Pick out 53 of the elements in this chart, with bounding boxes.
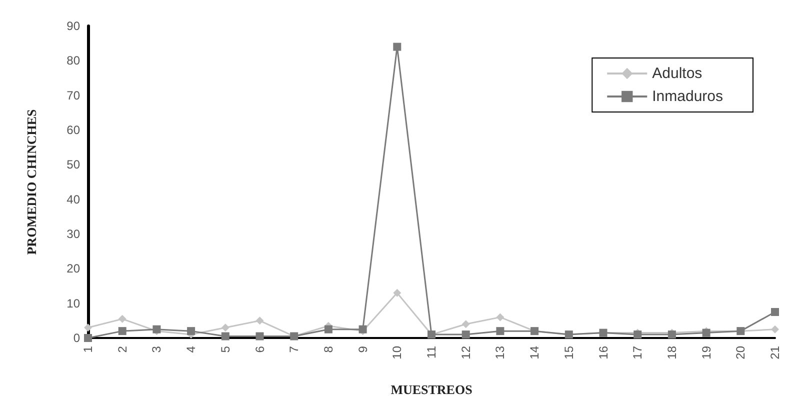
y-tick-label: 10 bbox=[66, 296, 80, 310]
point bbox=[118, 327, 126, 336]
x-tick-label: 17 bbox=[630, 346, 645, 360]
y-tick-label: 70 bbox=[66, 88, 80, 102]
point bbox=[462, 320, 470, 328]
point bbox=[84, 334, 92, 342]
y-tick-label: 60 bbox=[66, 123, 80, 137]
x-axis-title: MUESTREOS bbox=[390, 382, 472, 397]
point bbox=[221, 324, 230, 332]
x-tick-label: 15 bbox=[562, 346, 576, 360]
x-tick-label: 21 bbox=[768, 346, 782, 360]
x-tick-label: 19 bbox=[699, 346, 714, 360]
x-tick-label: 6 bbox=[252, 346, 267, 353]
x-tick-label: 8 bbox=[321, 346, 336, 353]
point bbox=[393, 42, 402, 51]
y-axis-title: PROMEDIO CHINCHES bbox=[24, 109, 39, 255]
point bbox=[496, 327, 504, 336]
point bbox=[221, 332, 230, 340]
legend-label: Adultos bbox=[652, 65, 702, 82]
point bbox=[256, 316, 264, 325]
x-tick-label: 1 bbox=[81, 346, 95, 353]
legend-label: Inmaduros bbox=[652, 88, 724, 105]
point bbox=[771, 325, 779, 334]
point bbox=[324, 325, 332, 334]
x-tick-label: 10 bbox=[390, 346, 404, 360]
x-tick-label: 20 bbox=[734, 346, 748, 360]
point bbox=[256, 332, 264, 340]
y-tick-label: 30 bbox=[66, 227, 80, 241]
x-tick-label: 16 bbox=[596, 346, 610, 360]
point bbox=[771, 308, 779, 316]
point bbox=[393, 288, 402, 297]
point bbox=[496, 313, 504, 322]
x-tick-label: 3 bbox=[150, 346, 164, 353]
point bbox=[462, 330, 470, 339]
x-tick-label: 12 bbox=[458, 346, 473, 360]
x-tick-label: 4 bbox=[184, 346, 198, 353]
x-tick-label: 18 bbox=[664, 346, 679, 360]
y-tick-label: 80 bbox=[66, 54, 80, 68]
point bbox=[84, 324, 92, 332]
y-tick-label: 50 bbox=[66, 158, 80, 172]
point bbox=[118, 314, 126, 323]
y-tick-label: 0 bbox=[73, 331, 80, 345]
x-tick-label: 14 bbox=[528, 346, 542, 360]
x-tick-label: 13 bbox=[493, 346, 508, 360]
x-tick-label: 2 bbox=[115, 346, 130, 353]
x-tick-label: 7 bbox=[287, 346, 302, 353]
x-tick-label: 11 bbox=[424, 346, 438, 358]
x-tick-label: 9 bbox=[356, 346, 370, 353]
y-tick-label: 40 bbox=[66, 192, 80, 206]
point bbox=[187, 327, 196, 336]
x-tick-label: 5 bbox=[218, 346, 232, 353]
y-tick-label: 90 bbox=[66, 19, 80, 33]
y-tick-label: 20 bbox=[66, 262, 80, 276]
